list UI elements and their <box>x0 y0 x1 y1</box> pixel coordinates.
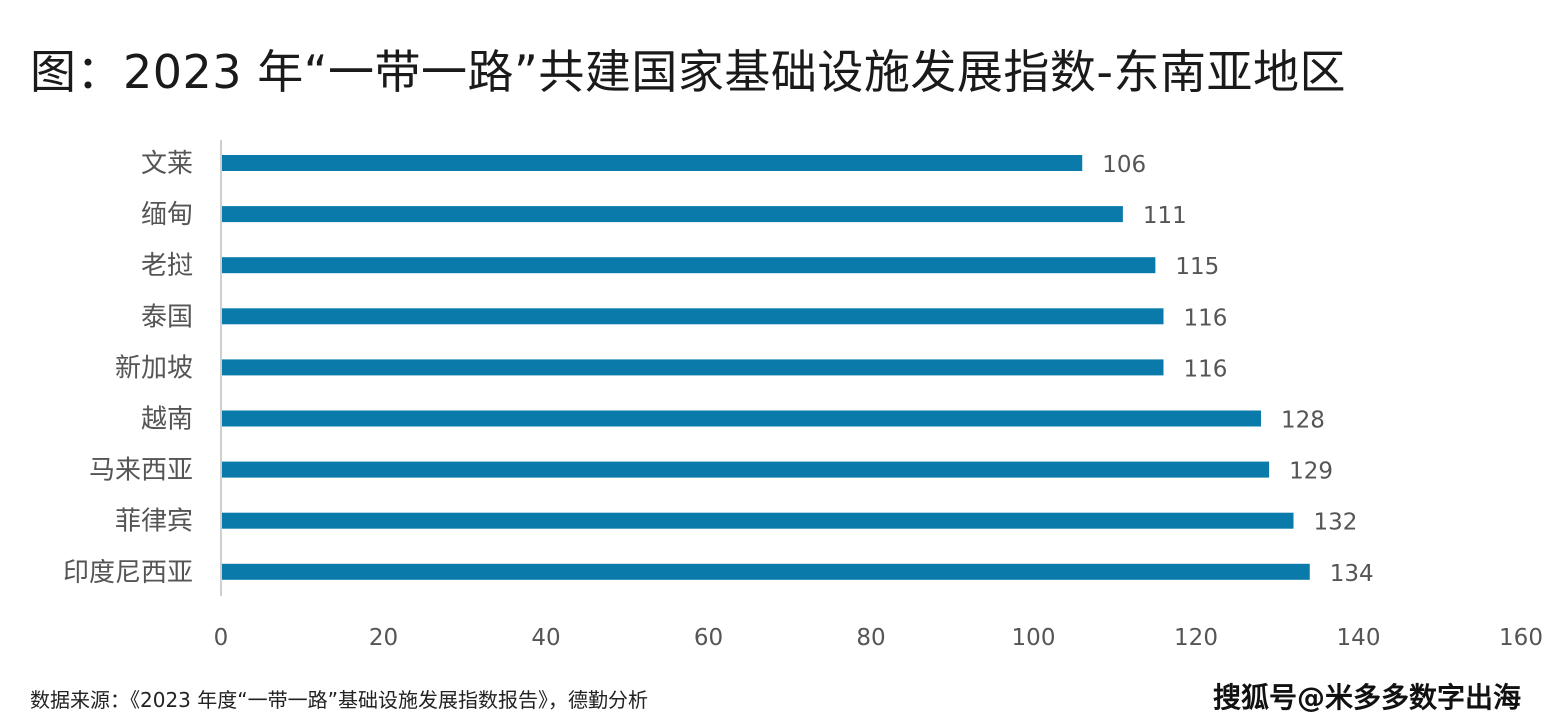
category-label: 缅甸 <box>141 200 193 230</box>
category-label: 印度尼西亚 <box>63 558 193 588</box>
x-tick-label: 140 <box>1337 625 1381 651</box>
category-label: 马来西亚 <box>89 456 193 486</box>
data-label: 132 <box>1314 510 1358 536</box>
x-tick-label: 160 <box>1499 625 1543 651</box>
bar <box>222 410 1261 427</box>
x-tick-label: 100 <box>1012 625 1056 651</box>
category-label: 泰国 <box>141 302 193 332</box>
category-label: 越南 <box>141 405 193 435</box>
x-tick-label: 40 <box>531 625 560 651</box>
data-label: 129 <box>1289 459 1333 485</box>
bar <box>222 359 1164 376</box>
data-label: 111 <box>1143 203 1187 229</box>
data-label: 106 <box>1102 152 1146 178</box>
chart-title: 图：2023 年“一带一路”共建国家基础设施发展指数-东南亚地区 <box>30 45 1346 99</box>
category-label: 文莱 <box>141 149 193 179</box>
category-label: 菲律宾 <box>115 507 193 537</box>
category-label: 老挝 <box>141 251 193 281</box>
data-source-note: 数据来源：《2023 年度“一带一路”基础设施发展指数报告》，德勤分析 <box>30 688 648 712</box>
x-tick-label: 20 <box>369 625 398 651</box>
watermark: 搜狐号@米多多数字出海 <box>1212 681 1521 714</box>
category-label: 新加坡 <box>115 353 193 383</box>
data-label: 128 <box>1281 408 1325 434</box>
data-label: 115 <box>1175 254 1219 280</box>
x-tick-label: 0 <box>214 625 229 651</box>
bar <box>222 563 1310 580</box>
data-label: 116 <box>1184 356 1228 382</box>
data-label: 116 <box>1184 305 1228 331</box>
x-tick-label: 120 <box>1174 625 1218 651</box>
bar <box>222 155 1083 171</box>
bar <box>222 461 1270 478</box>
x-tick-label: 60 <box>694 625 723 651</box>
bar <box>222 206 1123 223</box>
data-label: 134 <box>1330 561 1374 587</box>
x-tick-label: 80 <box>856 625 885 651</box>
bar <box>222 257 1156 274</box>
bar <box>222 308 1164 325</box>
bar <box>222 512 1294 529</box>
